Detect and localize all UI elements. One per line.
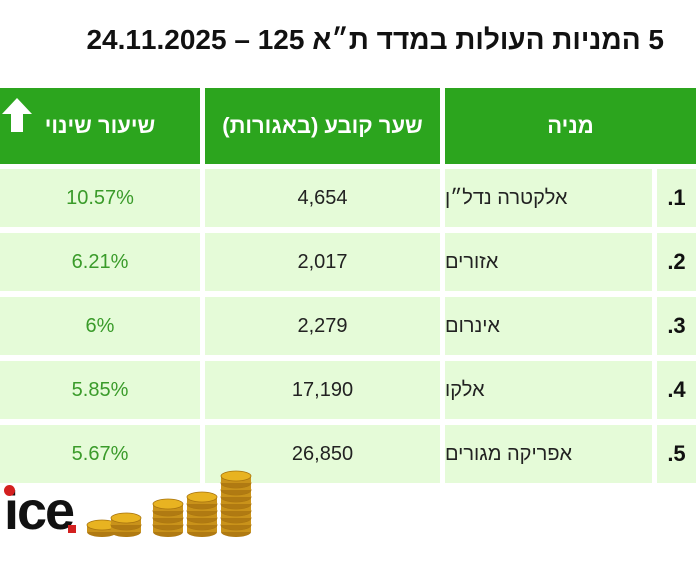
coins-stack-icon xyxy=(86,470,252,537)
row-price: 2,279 xyxy=(205,297,440,355)
row-change: 6.21% xyxy=(0,233,200,291)
row-change: 5.67% xyxy=(0,425,200,483)
row-change: 10.57% xyxy=(0,169,200,227)
page-title: 5 המניות העולות במדד ת״א 125 – 24.11.202… xyxy=(86,24,664,55)
up-arrow-icon xyxy=(2,98,32,132)
row-number: .4 xyxy=(657,361,696,419)
row-stock-name: אפריקה מגורים xyxy=(445,425,652,483)
table-row: .1 אלקטרה נדל״ן 4,654 10.57% xyxy=(0,169,696,227)
row-number: .3 xyxy=(657,297,696,355)
ice-logo: ice xyxy=(4,481,75,541)
row-stock-name: אלקטרה נדל״ן xyxy=(445,169,652,227)
header-change: שיעור שינוי xyxy=(0,88,200,164)
row-price: 2,017 xyxy=(205,233,440,291)
logo-period-accent xyxy=(68,525,76,533)
row-price: 17,190 xyxy=(205,361,440,419)
row-price: 4,654 xyxy=(205,169,440,227)
logo-dot-accent xyxy=(4,485,15,496)
table-row: .2 אזורים 2,017 6.21% xyxy=(0,233,696,291)
table-row: .4 אלקו 17,190 5.85% xyxy=(0,361,696,419)
header-price: שער קובע (באגורות) xyxy=(205,88,440,164)
header-stock: מניה xyxy=(445,88,696,164)
row-stock-name: אינרום xyxy=(445,297,652,355)
table-row: .3 אינרום 2,279 6% xyxy=(0,297,696,355)
row-number: .1 xyxy=(657,169,696,227)
row-number: .5 xyxy=(657,425,696,483)
row-change: 5.85% xyxy=(0,361,200,419)
stocks-table: מניה שער קובע (באגורות) שיעור שינוי .1 א… xyxy=(0,88,696,492)
row-stock-name: אזורים xyxy=(445,233,652,291)
row-change: 6% xyxy=(0,297,200,355)
row-stock-name: אלקו xyxy=(445,361,652,419)
row-number: .2 xyxy=(657,233,696,291)
header-change-label: שיעור שינוי xyxy=(44,113,156,138)
